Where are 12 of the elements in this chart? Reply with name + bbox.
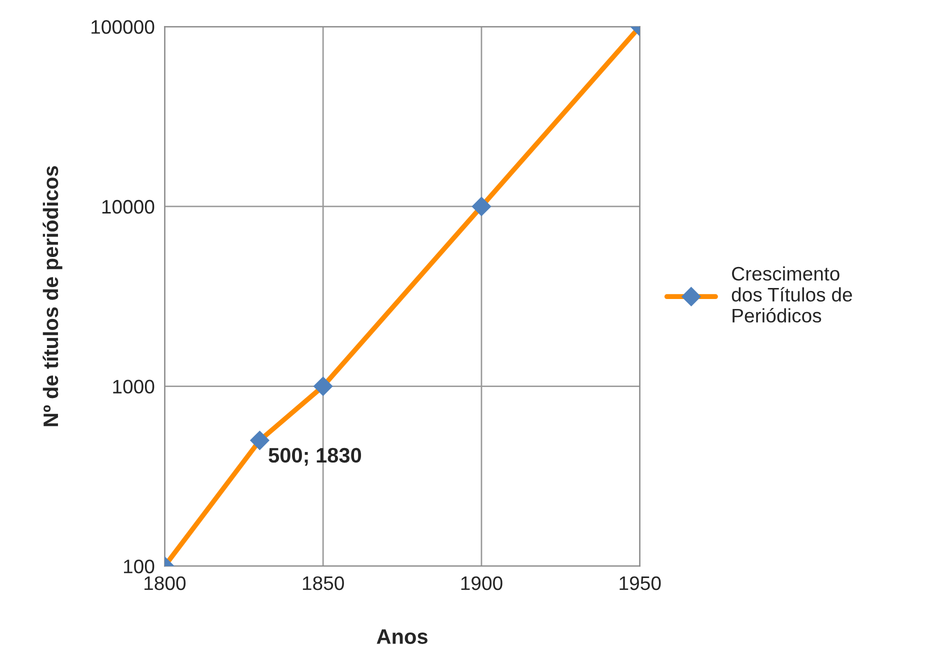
- y-tick-label: 10000: [102, 200, 154, 214]
- x-tick-label: 1900: [461, 576, 502, 590]
- x-tick-label: 1950: [620, 576, 661, 590]
- x-tick-label: 1850: [302, 576, 344, 590]
- y-tick-label: 100: [124, 560, 154, 574]
- y-tick-label: 100000: [92, 20, 154, 34]
- x-tick-label: 1800: [144, 576, 186, 590]
- legend-label: Crescimento dos Títulos de Periódicos: [732, 266, 852, 323]
- y-tick-label: 1000: [113, 380, 154, 394]
- annotation: 500; 1830: [268, 448, 362, 466]
- y-axis-title: Nº de títulos de periódicos: [42, 166, 62, 426]
- x-axis-title: Anos: [376, 629, 428, 644]
